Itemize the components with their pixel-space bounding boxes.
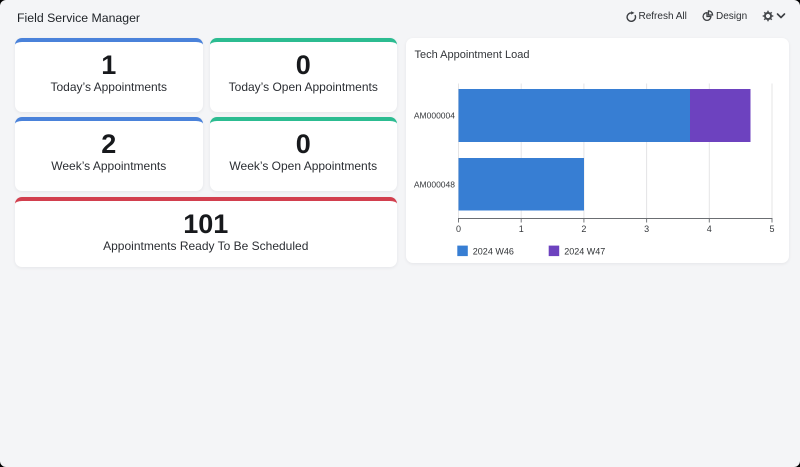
svg-text:0: 0: [456, 224, 461, 234]
svg-text:1: 1: [519, 224, 524, 234]
svg-text:2024 W46: 2024 W46: [473, 247, 514, 257]
svg-text:AM000004: AM000004: [414, 111, 455, 121]
svg-text:5: 5: [769, 224, 774, 234]
svg-text:3: 3: [644, 224, 649, 234]
svg-text:2024 W47: 2024 W47: [564, 247, 605, 257]
svg-text:AM000048: AM000048: [414, 179, 455, 189]
svg-text:2: 2: [581, 224, 586, 234]
svg-text:4: 4: [707, 224, 712, 234]
svg-text:Tech Appointment Load: Tech Appointment Load: [415, 49, 530, 61]
